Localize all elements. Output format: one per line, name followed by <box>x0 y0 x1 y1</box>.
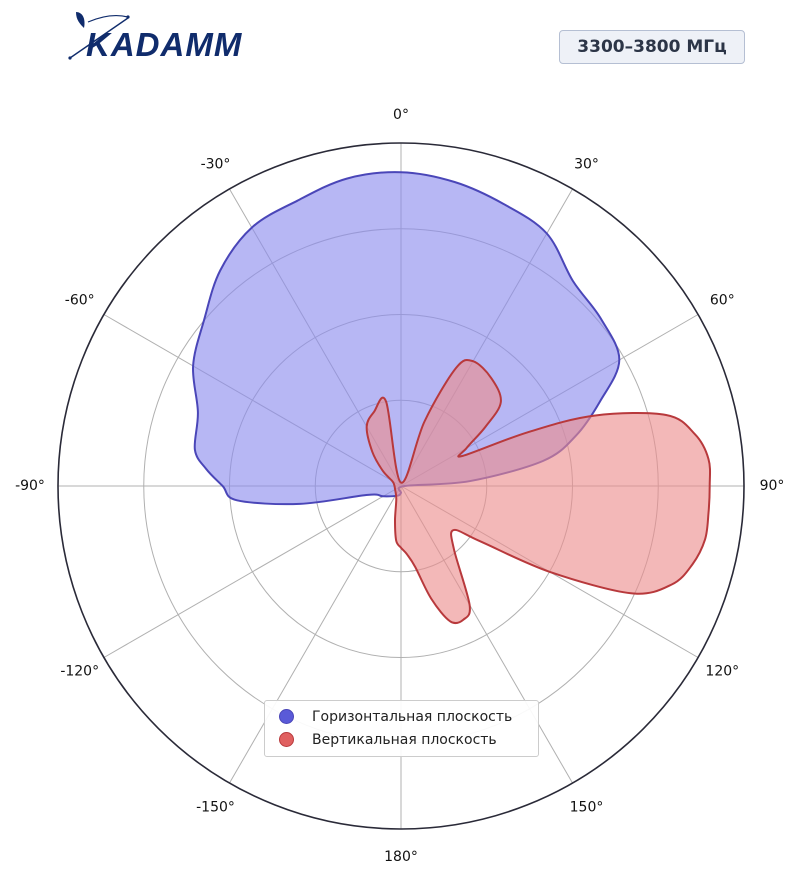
angle-labels: 0° 30° 60° 90° 120° 150° 180° -150° -120° -90° -60… <box>15 107 784 865</box>
angle-tick-label: 150° <box>570 799 604 815</box>
logo-swoosh-upper <box>87 15 129 23</box>
polar-outer-frame <box>57 142 745 830</box>
frequency-band-badge: 3300–3800 МГц <box>559 30 745 64</box>
logo-dot-right <box>126 15 130 19</box>
logo-leaf <box>76 12 85 28</box>
angle-tick-label: -90° <box>15 478 45 494</box>
legend-swatch-horizontal <box>279 709 294 724</box>
series-area-vertical <box>365 358 712 625</box>
logo-swoosh <box>69 17 129 59</box>
chart-legend: Горизонтальная плоскость Вертикальная пл… <box>264 700 539 757</box>
angle-tick-label: 180° <box>384 849 418 865</box>
polar-frame <box>57 142 745 830</box>
kadamm-logo: KADAMM <box>68 12 243 62</box>
legend-swatch-vertical <box>279 732 294 747</box>
angle-tick-label: 60° <box>710 293 735 309</box>
series-area-horizontal <box>192 171 621 506</box>
angular-gridline-7 <box>229 485 402 784</box>
legend-label-horizontal: Горизонтальная плоскость <box>312 708 513 725</box>
legend-item-horizontal: Горизонтальная плоскость <box>279 705 528 728</box>
angle-tick-label: -120° <box>60 664 99 680</box>
angle-tick-label: -150° <box>196 799 235 815</box>
angle-tick-label: 0° <box>393 107 409 123</box>
legend-item-vertical: Вертикальная плоскость <box>279 728 528 751</box>
logo-dot-left <box>68 56 72 60</box>
angle-tick-label: -30° <box>201 157 231 173</box>
logo-wordmark: KADAMM <box>86 26 243 62</box>
legend-label-vertical: Вертикальная плоскость <box>312 731 497 748</box>
angle-tick-label: 30° <box>574 157 599 173</box>
angle-tick-label: 90° <box>760 478 785 494</box>
angle-tick-label: 120° <box>705 664 739 680</box>
frequency-band-label: 3300–3800 МГц <box>577 37 727 57</box>
angular-gridline-8 <box>103 485 402 658</box>
angle-tick-label: -60° <box>65 293 95 309</box>
series-layer <box>192 171 712 625</box>
